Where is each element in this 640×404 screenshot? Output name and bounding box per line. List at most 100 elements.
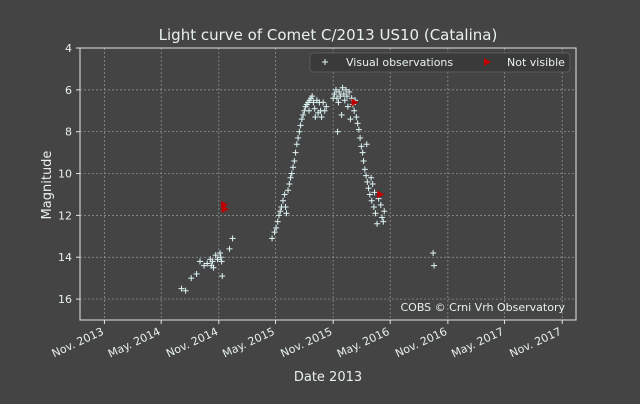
visual-observation-point [296, 128, 303, 135]
x-tick-label: Nov. 2016 [393, 325, 449, 360]
y-tick-label: 12 [58, 209, 72, 222]
visual-observation-point [340, 91, 347, 98]
x-tick-label: May. 2017 [449, 325, 505, 361]
visual-observation-point [210, 264, 217, 271]
visual-observation-point [201, 262, 208, 269]
visual-observation-point [295, 134, 302, 141]
visual-observation-point [311, 105, 318, 112]
visual-observation-point [288, 170, 295, 177]
plot-frame [79, 47, 577, 321]
x-axis-label: Date 2013 [294, 370, 362, 385]
visual-observation-point [280, 197, 287, 204]
visual-observation-point [369, 181, 376, 187]
visual-observation-point [358, 143, 365, 150]
visual-observation-point [312, 114, 319, 121]
legend: Visual observations Not visible [309, 52, 571, 73]
visual-observation-point [291, 157, 298, 164]
visual-observation-point [339, 84, 346, 91]
visual-observation-point [380, 218, 387, 225]
visual-observation-point [359, 149, 366, 156]
visual-observation-point [381, 208, 388, 215]
y-tick-label: 14 [58, 251, 72, 264]
visual-observation-point [282, 204, 289, 211]
visual-observation-point [343, 93, 350, 100]
x-tick-label: May. 2016 [335, 325, 391, 361]
visual-observation-point [346, 88, 353, 95]
visual-observation-point [217, 250, 224, 257]
visual-observation-point [363, 141, 370, 148]
visual-observation-point [298, 116, 305, 123]
visual-observation-point [331, 91, 338, 98]
visual-observation-point [283, 210, 290, 217]
visual-observation-point [306, 107, 313, 114]
visual-observation-point [365, 185, 372, 192]
visual-observation-point [300, 111, 307, 118]
y-tick-label: 10 [58, 168, 72, 181]
visual-observation-point [335, 99, 342, 106]
x-tick-label: Nov. 2014 [164, 325, 220, 360]
legend-marker-visual [322, 59, 328, 65]
visual-observation-point [353, 114, 360, 121]
visual-observation-point [333, 95, 340, 102]
visual-observation-point [197, 258, 204, 265]
visual-observation-point [347, 116, 354, 123]
visual-observation-point [318, 114, 325, 121]
visual-observation-point [341, 97, 348, 104]
x-tick-label: Nov. 2015 [279, 325, 335, 360]
x-tick-label: Nov. 2017 [508, 325, 564, 360]
visual-observation-point [344, 103, 351, 110]
visual-observation-point [188, 275, 195, 282]
visual-observation-point [218, 258, 225, 265]
visual-observation-point [355, 126, 362, 133]
legend-label-not-visible: Not visible [507, 56, 565, 69]
x-tick-label: May. 2014 [106, 325, 162, 361]
visual-observation-point [366, 191, 373, 198]
visual-observation-point [361, 166, 368, 173]
visual-observation-point [364, 178, 371, 185]
visual-observation-point [286, 181, 293, 187]
visual-observation-point [204, 260, 211, 267]
x-tick-label: May. 2015 [220, 325, 276, 361]
visual-observation-point [368, 174, 375, 181]
visual-observation-point [310, 99, 317, 106]
visual-observation-point [338, 111, 345, 118]
x-tick-label: Nov. 2013 [50, 325, 106, 360]
visual-observation-point [363, 172, 370, 179]
legend-label-visual: Visual observations [346, 56, 453, 69]
visual-observation-point [377, 201, 384, 208]
not-visible-point [221, 205, 229, 214]
visual-observation-point [178, 285, 185, 292]
data-points [178, 84, 438, 294]
visual-observation-point [334, 128, 341, 135]
visual-observation-point [360, 157, 367, 164]
visual-observation-point [309, 93, 316, 100]
visual-observation-point [292, 149, 299, 156]
visual-observation-point [431, 262, 438, 269]
visual-observation-point [287, 174, 294, 181]
visual-observation-point [193, 270, 200, 277]
visual-observation-point [217, 254, 224, 261]
credit-text: COBS © Crni Vrh Observatory [400, 301, 565, 314]
visual-observation-point [182, 287, 189, 294]
visual-observation-point [379, 214, 386, 221]
visual-observation-point [368, 197, 375, 204]
visual-observation-point [372, 210, 379, 217]
visual-observation-point [354, 120, 361, 127]
visual-observation-point [275, 212, 282, 219]
legend-marker-not-visible [484, 58, 491, 66]
visual-observation-point [269, 235, 276, 242]
visual-observation-point [357, 134, 364, 141]
y-axis-label: Magnitude [40, 151, 55, 220]
visual-observation-point [297, 122, 304, 129]
visual-observation-point [351, 107, 358, 114]
visual-observation-point [343, 86, 350, 93]
y-tick-label: 8 [65, 126, 72, 139]
visual-observation-point [337, 93, 344, 100]
visual-observation-point [370, 204, 377, 211]
y-tick-label: 16 [58, 293, 72, 306]
visual-observation-point [332, 86, 339, 93]
not-visible-point [351, 98, 359, 107]
legend-triangle-icon [484, 58, 491, 66]
